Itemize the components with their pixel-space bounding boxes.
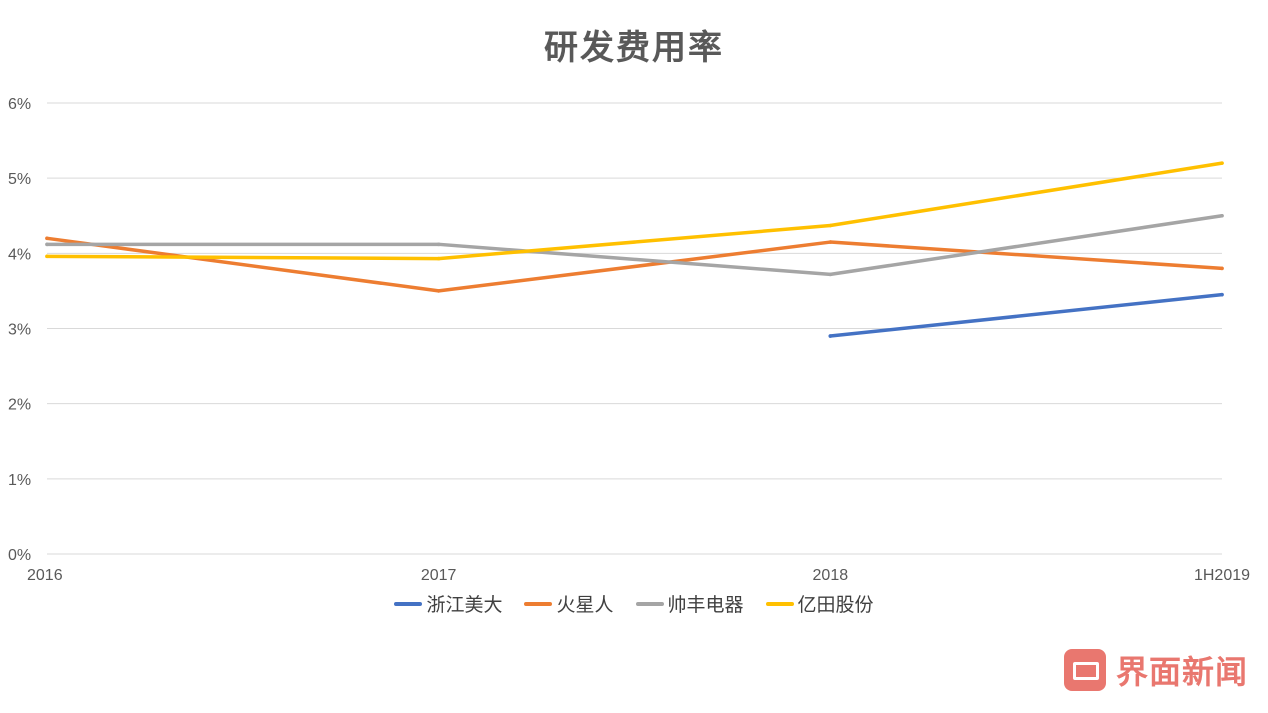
data-point (828, 223, 833, 228)
legend-swatch (394, 601, 423, 606)
series-line-3 (45, 161, 1224, 261)
legend-item: 帅丰电器 (635, 590, 744, 617)
grid-lines (47, 102, 1222, 555)
y-tick-label: 0% (8, 547, 31, 564)
x-tick-label: 1H2019 (1194, 567, 1250, 584)
data-point (1220, 213, 1224, 218)
legend-swatch (635, 601, 664, 606)
legend-label: 亿田股份 (797, 594, 874, 616)
legend-label: 帅丰电器 (667, 594, 744, 616)
y-tick-label: 5% (8, 171, 31, 188)
legend-swatch (765, 601, 794, 606)
data-point (436, 242, 441, 247)
jiemian-logo-icon (1063, 649, 1106, 691)
legend: 浙江美大 火星人 帅丰电器 亿田股份 (0, 590, 1268, 617)
series-lines (45, 161, 1224, 338)
data-point (45, 254, 49, 259)
data-point (828, 240, 833, 244)
y-tick-label: 6% (8, 96, 31, 113)
y-tick-label: 3% (8, 322, 31, 339)
legend-label: 火星人 (556, 594, 614, 616)
data-point (1220, 292, 1224, 297)
legend-item: 亿田股份 (765, 590, 874, 617)
y-tick-label: 2% (8, 397, 31, 414)
y-axis-ticks: 0% 1% 2% 3% 4% 5% 6% (8, 96, 31, 564)
watermark: 界面新闻 (1063, 647, 1248, 693)
data-point (828, 272, 833, 277)
x-tick-label: 2016 (27, 567, 63, 584)
legend-swatch (524, 601, 553, 606)
y-tick-label: 1% (8, 472, 31, 489)
legend-item: 火星人 (524, 590, 614, 617)
chart-title: 研发费用率 (544, 28, 724, 68)
y-tick-label: 4% (8, 246, 31, 263)
series-line-2 (45, 214, 1224, 277)
data-point (45, 242, 49, 247)
series-line-0 (828, 292, 1224, 338)
data-point (45, 236, 49, 241)
series-line-1 (45, 236, 1224, 293)
legend-label: 浙江美大 (426, 594, 503, 616)
data-point (436, 289, 441, 293)
x-tick-label: 2018 (813, 567, 849, 584)
data-point (1220, 161, 1224, 165)
data-point (436, 256, 441, 261)
x-tick-label: 2017 (421, 567, 457, 584)
legend-item: 浙江美大 (394, 590, 502, 617)
data-point (1220, 266, 1224, 271)
watermark-text: 界面新闻 (1115, 653, 1248, 691)
data-point (828, 334, 833, 338)
x-axis-ticks: 2016 2017 2018 1H2019 (27, 567, 1250, 584)
